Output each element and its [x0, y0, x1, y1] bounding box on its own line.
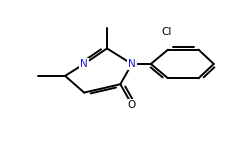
Text: N: N — [80, 59, 88, 69]
Text: O: O — [128, 100, 136, 110]
Text: Cl: Cl — [161, 27, 171, 37]
Text: N: N — [128, 59, 136, 69]
